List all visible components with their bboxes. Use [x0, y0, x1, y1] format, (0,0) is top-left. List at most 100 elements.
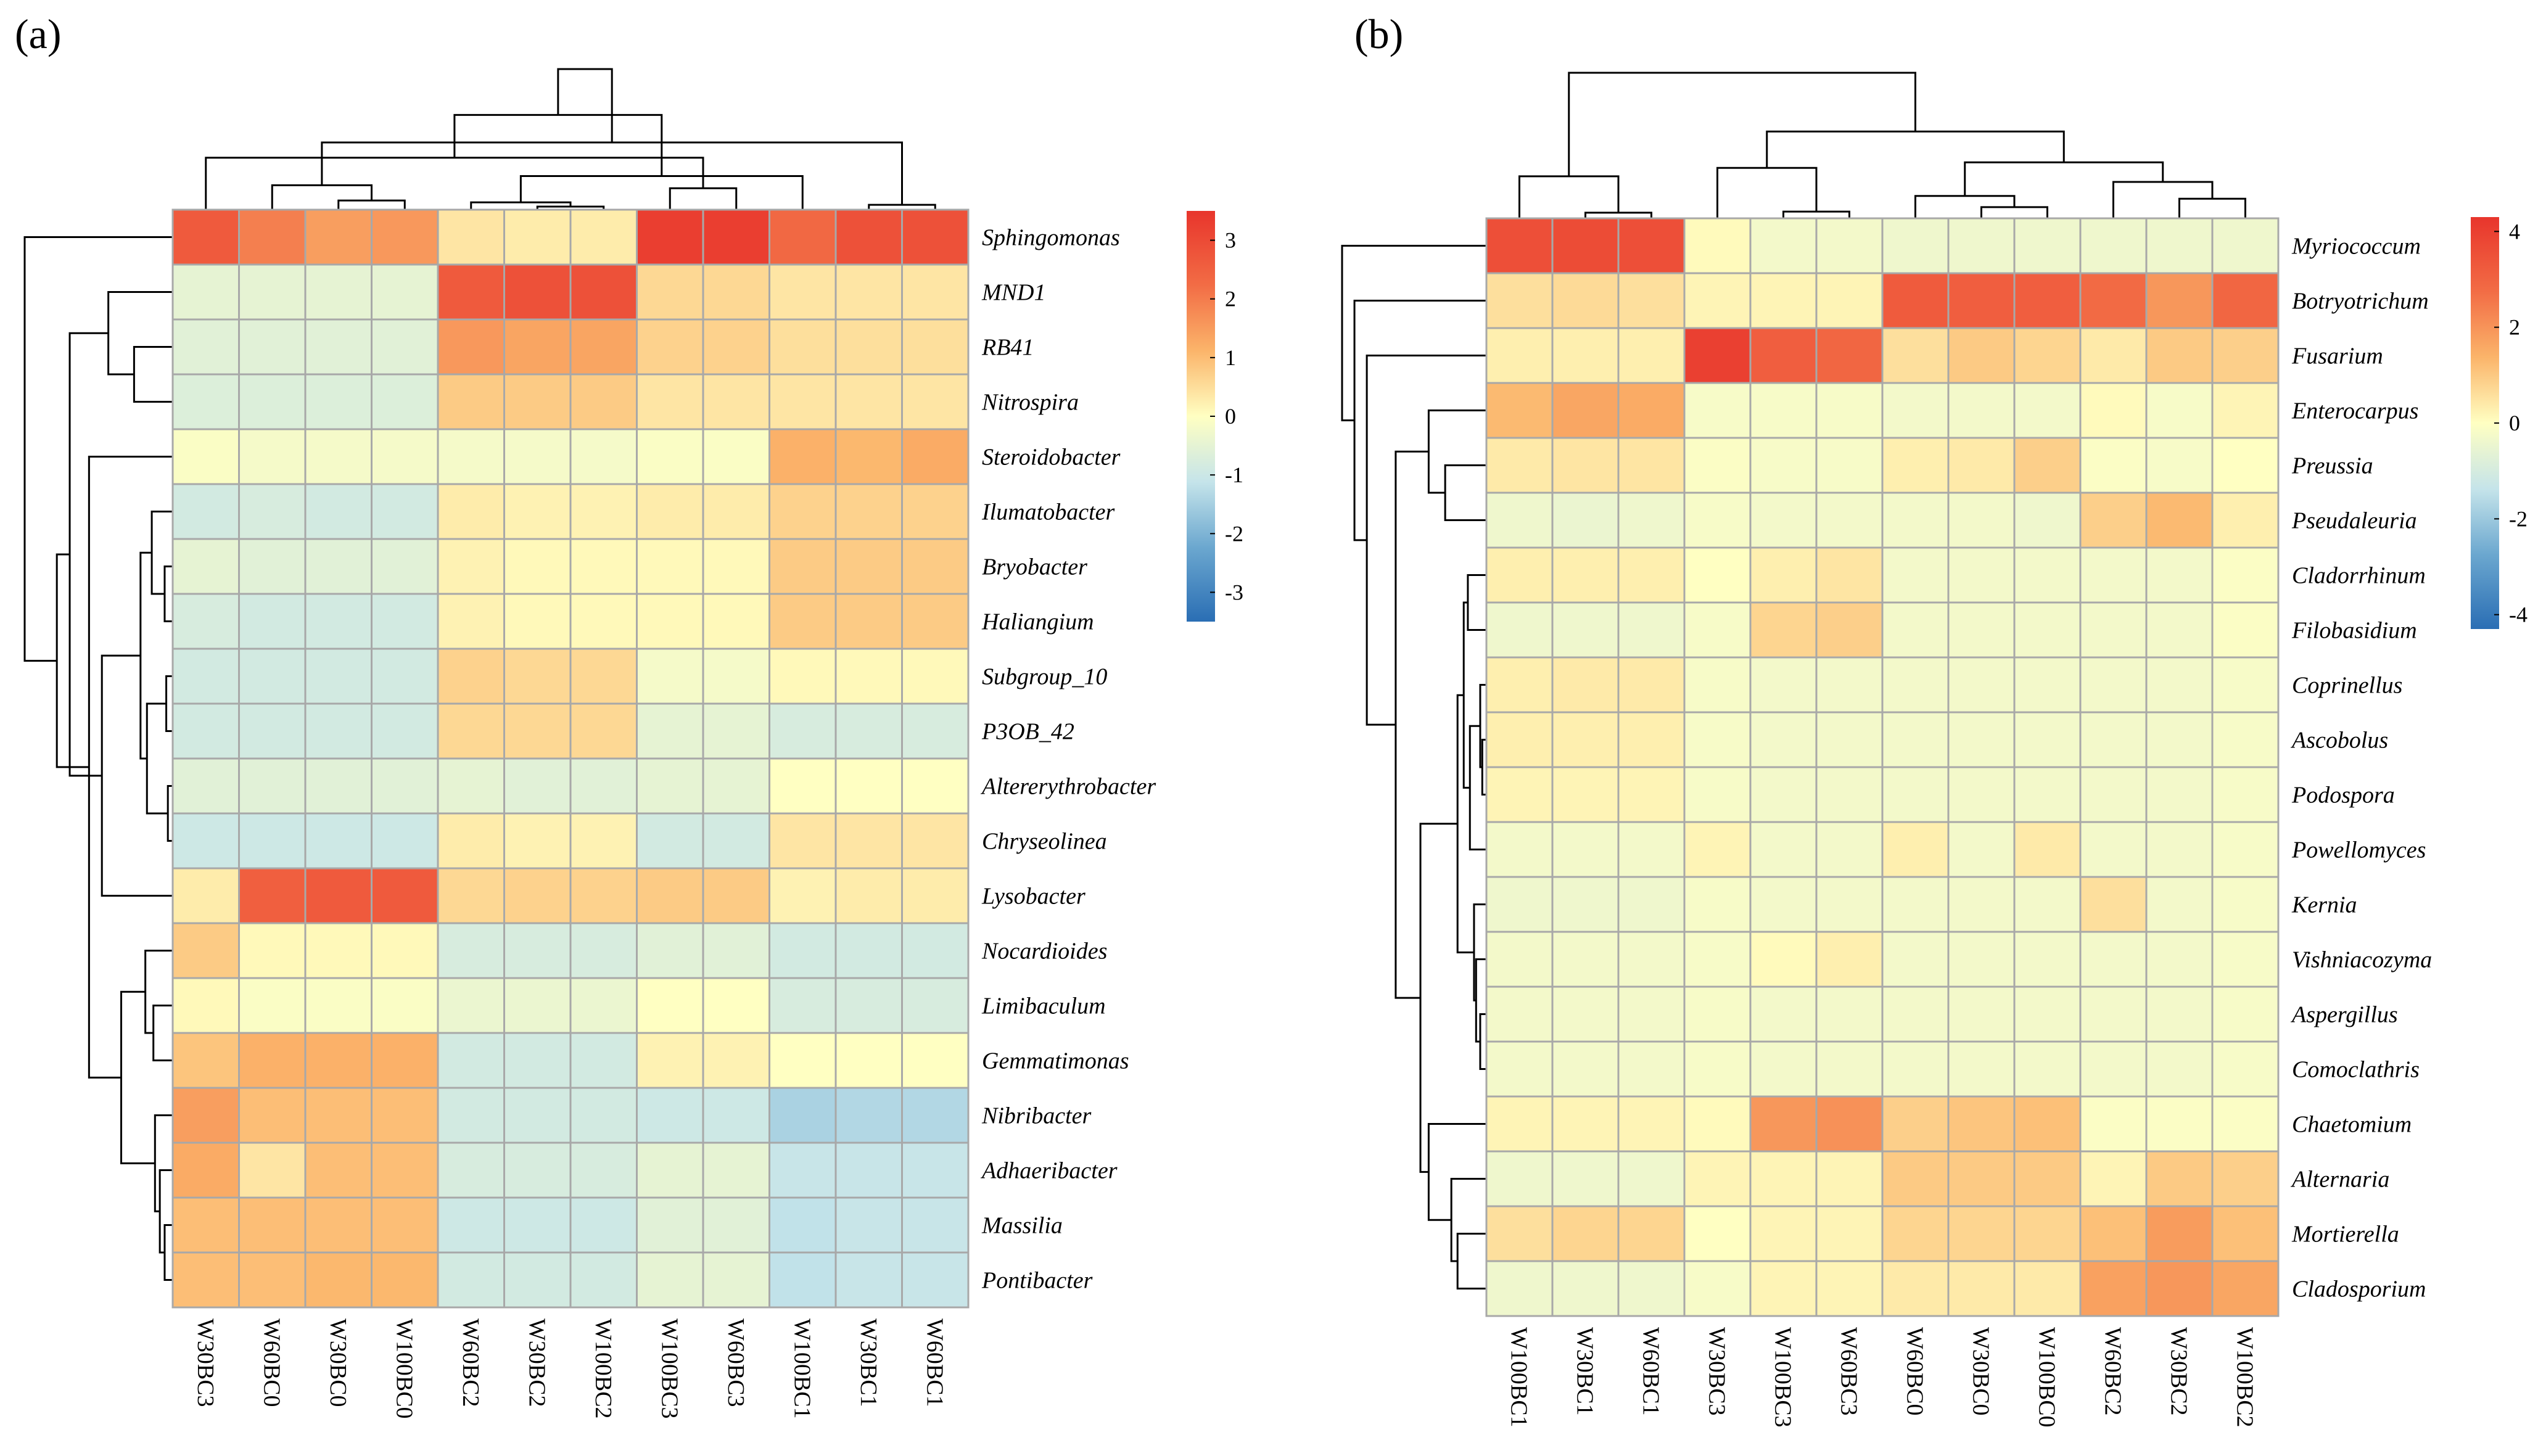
- heatmap-cell: [1551, 985, 1620, 1043]
- heatmap-cell: [238, 1087, 307, 1144]
- heatmap-cell: [1749, 821, 1818, 878]
- colorbar-tick-label: -1: [1225, 463, 1243, 487]
- column-label: W60BC0: [258, 1318, 284, 1407]
- heatmap-cell: [304, 702, 373, 760]
- column-label: W100BC3: [656, 1318, 682, 1419]
- heatmap-cell: [2211, 656, 2280, 714]
- heatmap-cell: [2013, 217, 2082, 274]
- dendrogram-branch: [107, 291, 173, 376]
- heatmap-cell: [1947, 766, 2016, 823]
- row-label: Gemmatimonas: [982, 1048, 1129, 1074]
- row-label: Vishniacozyma: [2292, 947, 2432, 973]
- heatmap-cell: [1551, 327, 1620, 384]
- heatmap-cell: [768, 648, 837, 705]
- heatmap-cell: [1683, 711, 1752, 768]
- heatmap-cell: [636, 1087, 704, 1144]
- row-label: Lysobacter: [981, 884, 1086, 910]
- heatmap-cell: [1551, 766, 1620, 823]
- heatmap-cell: [2013, 766, 2082, 823]
- heatmap-cell: [1749, 546, 1818, 604]
- heatmap-cell: [371, 1251, 439, 1309]
- heatmap-cell: [901, 538, 970, 595]
- heatmap-cell: [2079, 601, 2148, 659]
- colorbar-tick-label: 0: [1225, 404, 1236, 429]
- heatmap-cell: [503, 1196, 572, 1254]
- heatmap-cell: [834, 208, 903, 266]
- heatmap-cell: [768, 1141, 837, 1199]
- heatmap-cell: [1617, 601, 1686, 659]
- heatmap-cell: [1617, 1040, 1686, 1098]
- column-label: W100BC2: [2232, 1327, 2258, 1428]
- heatmap-cell: [1881, 492, 1950, 549]
- heatmap-cell: [1551, 437, 1620, 494]
- heatmap-cell: [768, 922, 837, 979]
- heatmap-cell: [569, 538, 638, 595]
- row-label: RB41: [981, 335, 1034, 361]
- dendrogram-branch: [1419, 823, 1458, 1173]
- dendrogram-branch: [1467, 574, 1486, 631]
- heatmap-cell: [503, 593, 572, 650]
- heatmap-cell: [238, 1251, 307, 1309]
- heatmap-cell: [1749, 217, 1818, 274]
- heatmap-cell: [901, 757, 970, 815]
- heatmap-cell: [437, 648, 505, 705]
- heatmap-cell: [2145, 382, 2214, 439]
- dendrogram-branch: [519, 175, 804, 210]
- heatmap-cell: [2145, 546, 2214, 604]
- heatmap-cell: [304, 263, 373, 321]
- heatmap-cell: [1749, 1260, 1818, 1317]
- heatmap-cell: [304, 977, 373, 1034]
- row-label: Nitrospira: [981, 390, 1079, 416]
- dendrogram-branch: [1341, 245, 1486, 422]
- heatmap-cell: [371, 1196, 439, 1254]
- heatmap-cell: [636, 593, 704, 650]
- heatmap-cell: [2211, 492, 2280, 549]
- heatmap-cell: [1617, 876, 1686, 933]
- dendrogram-branch: [1568, 72, 1916, 176]
- heatmap-cell: [636, 812, 704, 870]
- heatmap-cell: [238, 318, 307, 376]
- colorbar-tick-label: 1: [1225, 345, 1236, 370]
- column-label: W60BC1: [1638, 1327, 1664, 1416]
- dendrogram-branch: [271, 184, 373, 210]
- dendrogram-branch: [120, 990, 155, 1164]
- heatmap-cell: [2013, 327, 2082, 384]
- column-label: W30BC1: [1572, 1327, 1598, 1416]
- dendrogram-branch: [1479, 1013, 1486, 1070]
- heatmap-cell: [1683, 492, 1752, 549]
- heatmap-cell: [503, 1032, 572, 1089]
- dendrogram-branch: [150, 511, 173, 595]
- colorbar-tick-label: 3: [1225, 228, 1236, 253]
- heatmap-cell: [768, 263, 837, 321]
- heatmap-cell: [371, 1141, 439, 1199]
- heatmap-cell: [171, 867, 240, 924]
- colorbar-tick-label: -2: [2509, 506, 2527, 531]
- heatmap-cell: [834, 812, 903, 870]
- heatmap-cell: [171, 263, 240, 321]
- dendrogram-branch: [1980, 206, 2048, 218]
- heatmap-cell: [569, 1032, 638, 1089]
- heatmap-cell: [901, 1087, 970, 1144]
- heatmap-cell: [304, 208, 373, 266]
- heatmap-cell: [304, 593, 373, 650]
- dendrogram-branch: [146, 702, 168, 815]
- column-label: W100BC3: [1770, 1327, 1796, 1428]
- heatmap-cell: [437, 593, 505, 650]
- dendrogram-branch: [1462, 601, 1470, 789]
- heatmap-cell: [171, 1032, 240, 1089]
- heatmap-cell: [1881, 985, 1950, 1043]
- row-label: MND1: [981, 280, 1045, 306]
- heatmap-cell: [2013, 821, 2082, 878]
- heatmap-cell: [1551, 1095, 1620, 1153]
- heatmap-cell: [768, 757, 837, 815]
- heatmap-cell: [702, 1141, 770, 1199]
- heatmap-cell: [2079, 985, 2148, 1043]
- heatmap-cell: [2013, 656, 2082, 714]
- heatmap-cell: [1485, 711, 1554, 768]
- heatmap-cell: [1683, 1150, 1752, 1207]
- heatmap-cell: [371, 263, 439, 321]
- heatmap-cell: [636, 538, 704, 595]
- heatmap-cell: [371, 483, 439, 540]
- column-label: W60BC1: [921, 1318, 947, 1407]
- heatmap-cell: [503, 1251, 572, 1309]
